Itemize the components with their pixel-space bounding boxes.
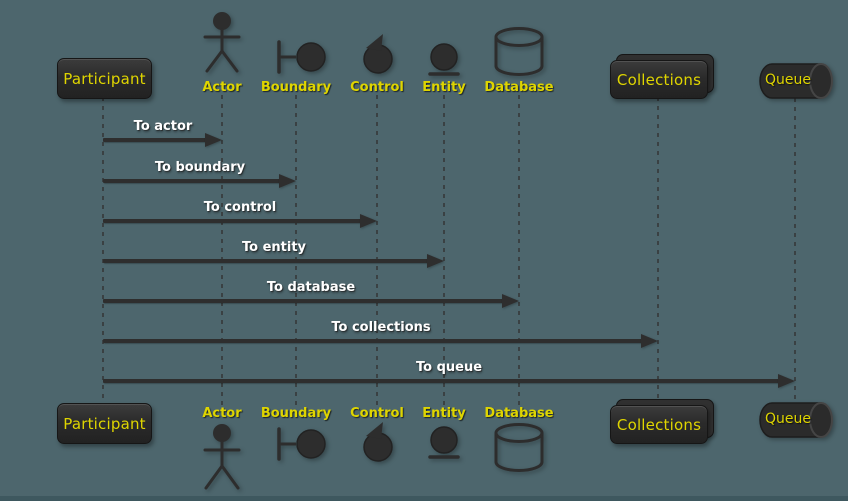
- collections-box-bottom: Collections: [610, 405, 708, 444]
- message-arrow-line: [103, 379, 779, 383]
- actor-label-top: Actor: [202, 80, 242, 95]
- participant-label: Participant: [63, 414, 146, 433]
- boundary-icon-bottom: [275, 426, 327, 462]
- message-label: To control: [203, 200, 277, 215]
- database-icon-top: [492, 26, 546, 78]
- lifeline-control: [376, 95, 378, 408]
- control-icon-bottom: [360, 421, 396, 463]
- message-arrowhead: [360, 214, 377, 228]
- queue-label-bottom: Queue: [765, 411, 811, 427]
- participant-box-top: Participant: [57, 58, 152, 99]
- message-arrowhead: [641, 334, 658, 348]
- message-label: To collections: [331, 320, 431, 335]
- queue-icon-bottom: [756, 400, 836, 440]
- actor-icon-bottom: [200, 422, 244, 494]
- message-arrowhead: [427, 254, 444, 268]
- database-label-bottom: Database: [484, 406, 554, 421]
- boundary-label-top: Boundary: [260, 80, 332, 95]
- message-arrowhead: [279, 174, 296, 188]
- message-arrowhead: [778, 374, 795, 388]
- entity-icon-top: [428, 43, 460, 77]
- queue-icon-top: [756, 61, 836, 101]
- actor-icon-top: [200, 11, 244, 75]
- message-arrowhead: [205, 133, 222, 147]
- database-label-top: Database: [484, 80, 554, 95]
- database-icon-bottom: [492, 422, 546, 474]
- queue-label-top: Queue: [765, 72, 811, 88]
- actor-label-bottom: Actor: [202, 406, 242, 421]
- lifeline-boundary: [295, 95, 297, 408]
- collections-label: Collections: [616, 70, 702, 89]
- bottom-edge-strip: [0, 496, 848, 501]
- control-label-bottom: Control: [350, 406, 404, 421]
- boundary-label-bottom: Boundary: [260, 406, 332, 421]
- entity-label-top: Entity: [422, 80, 466, 95]
- collections-box-top: Collections: [610, 60, 708, 99]
- message-arrow-line: [103, 138, 206, 142]
- message-label: To entity: [241, 240, 307, 255]
- message-arrowhead: [502, 294, 519, 308]
- message-arrow-line: [103, 299, 503, 303]
- entity-label-bottom: Entity: [422, 406, 466, 421]
- lifeline-database: [518, 95, 520, 408]
- message-arrow-line: [103, 219, 361, 223]
- message-label: To database: [266, 280, 356, 295]
- message-arrow-line: [103, 179, 280, 183]
- participant-label: Participant: [63, 69, 146, 88]
- collections-label: Collections: [616, 415, 702, 434]
- entity-icon-bottom: [428, 426, 460, 460]
- boundary-icon-top: [275, 39, 327, 75]
- message-label: To actor: [133, 119, 193, 134]
- message-arrow-line: [103, 259, 428, 263]
- message-label: To boundary: [154, 160, 246, 175]
- lifeline-actor: [221, 95, 223, 408]
- lifeline-queue: [794, 98, 796, 402]
- lifeline-entity: [443, 95, 445, 408]
- participant-box-bottom: Participant: [57, 403, 152, 444]
- message-label: To queue: [415, 360, 483, 375]
- lifeline-collections: [657, 97, 659, 404]
- message-arrow-line: [103, 339, 642, 343]
- control-icon-top: [360, 33, 396, 75]
- lifeline-participant: [102, 97, 104, 404]
- control-label-top: Control: [350, 80, 404, 95]
